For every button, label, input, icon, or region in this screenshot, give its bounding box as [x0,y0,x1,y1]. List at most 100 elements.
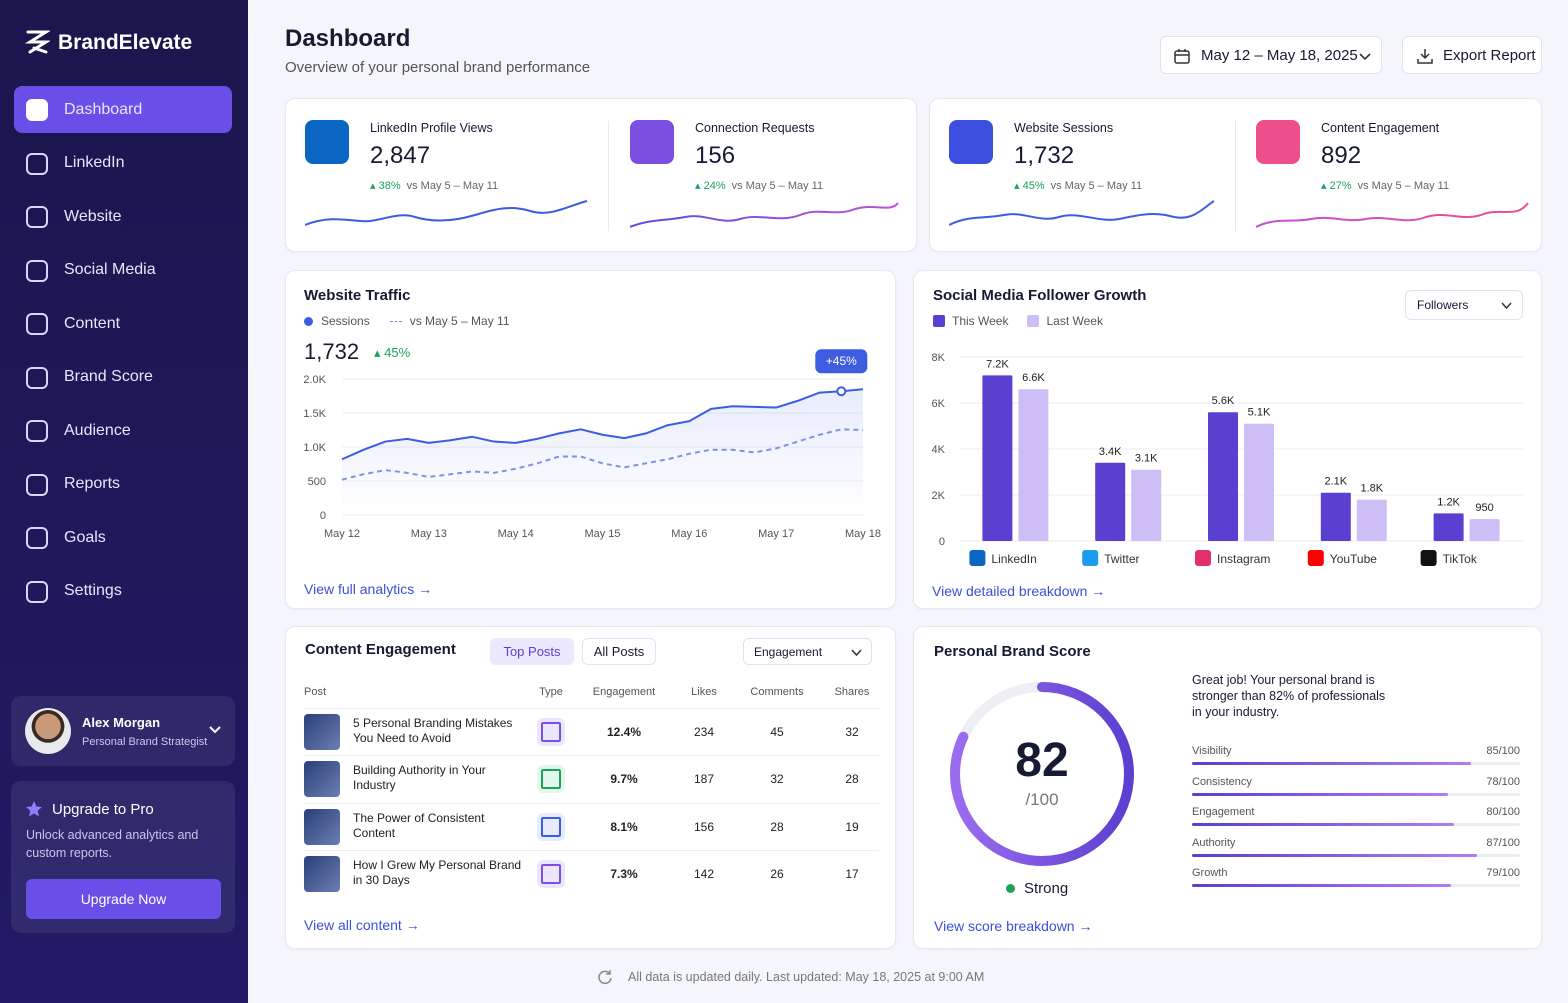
divider [608,121,609,231]
status-text: Strong [1024,880,1069,897]
upgrade-button[interactable]: Upgrade Now [26,879,221,919]
item-name: Consistency [1192,775,1252,788]
chevron [209,726,221,734]
nav-label: Dashboard [64,100,143,118]
date-picker[interactable]: May 12 – May 18, 2025 [1160,36,1382,74]
link[interactable]: View score breakdown → [934,918,1093,934]
link-text[interactable]: View detailed breakdown [932,583,1088,599]
status: Strong [1006,880,1068,897]
nav-item[interactable]: Audience [14,407,232,454]
tab[interactable]: All Posts [582,638,656,665]
link-text[interactable]: View all content [304,917,402,933]
x-tick-label: May 16 [671,528,707,540]
cell: 28 [770,819,784,834]
category-icon [1420,550,1437,566]
ring-fill [950,682,1134,866]
nav-icon [26,152,48,175]
x-tick-label: LinkedIn [991,552,1036,566]
dropdown-label: Engagement [754,644,823,659]
calendar-icon [1174,49,1190,64]
kpi-label: Connection Requests [695,121,815,135]
item-name: Engagement [1192,806,1255,818]
nav-item[interactable]: Website [14,193,232,240]
area [342,389,863,515]
cell: 19 [845,819,859,834]
x-tick-label: Instagram [1217,552,1270,566]
bar [1131,469,1162,541]
link[interactable]: View full analytics → [304,581,433,597]
nav-item[interactable]: Goals [14,514,232,561]
link[interactable]: View all content → [304,917,420,933]
kpi-compare: vs May 5 – May 11 [731,180,824,192]
type-icon [537,812,565,841]
dropdown[interactable]: Engagement [743,638,872,665]
value-label: 1.8K [1360,483,1383,495]
nav-icon [26,313,48,335]
chevron [1359,53,1371,61]
nav-item[interactable]: Reports [14,461,232,508]
item-name: Visibility [1192,745,1232,757]
bar [982,375,1013,541]
export-label: Export Report [1443,46,1536,64]
nav-item[interactable]: Settings [14,568,232,615]
user-card[interactable]: Alex Morgan Personal Brand Strategist [11,696,235,766]
nav-item[interactable]: Brand Score [14,354,232,401]
headline: 1,732 [304,339,360,364]
nav-item[interactable]: Content [14,300,232,347]
cell: 8.1% [610,819,638,834]
bar [1356,499,1387,541]
y-tick-label: 1.0K [303,442,326,454]
type-icon [537,718,565,746]
y-tick-label: 2K [932,490,946,502]
link[interactable]: View detailed breakdown → [932,583,1106,599]
brand-name: BrandElevate [58,31,193,54]
annotation: +45% [826,354,857,368]
category-icon [1082,550,1099,566]
user-name: Alex Morgan [82,715,161,730]
legend-label: vs May 5 – May 11 [409,314,510,328]
kpi-label: Website Sessions [1014,121,1114,135]
bar [1208,412,1238,541]
link-text[interactable]: View full analytics [304,581,415,597]
value-label: 3.4K [1099,446,1122,458]
thumbnail [304,714,340,750]
item-label: 79/100 [1486,867,1520,879]
card-title: Content Engagement [305,641,456,658]
item-name: Authority [1192,836,1236,849]
nav-item[interactable]: Dashboard [14,86,232,133]
legend: This Week Last Week [933,314,1103,328]
cell: 7.3% [610,866,638,881]
value-label: 3.1K [1135,453,1158,465]
value-label: 2.1K [1324,476,1347,488]
x-tick-label: Twitter [1104,552,1139,566]
page-title: Dashboard [285,25,411,52]
dropdown[interactable]: Followers [1405,290,1523,320]
score-message: Great job! Your personal brand is strong… [1192,673,1386,719]
nav-label: Brand Score [64,368,153,385]
nav-item[interactable]: Social Media [14,247,232,294]
nav-item[interactable]: LinkedIn [14,140,232,187]
x-tick-label: May 13 [411,528,447,540]
kpi-icon [1256,120,1300,164]
row-divider [304,708,879,709]
dropdown-label: Followers [1417,298,1469,312]
x-tick-label: May 12 [324,528,360,540]
cell: 187 [693,772,715,787]
kpi-value: 2,847 [370,142,431,169]
nav-label: Goals [64,528,106,546]
post-title: 5 Personal Branding Mistakes You Need to… [353,716,513,745]
cell: 45 [770,725,784,739]
kpi-change: ▴ 24% vs May 5 – May 11 [695,180,824,192]
cell: 156 [693,819,715,834]
kpi-icon [949,120,993,164]
column-header: Post [304,686,327,698]
type-icon [537,765,565,794]
tab-active[interactable]: Top Posts [490,638,574,665]
refresh-icon [598,970,612,985]
thumbnail [304,761,340,798]
link-text[interactable]: View score breakdown [934,918,1075,934]
export-button[interactable]: Export Report [1402,36,1542,74]
column-header: Type [539,686,563,698]
annotation-bubble [815,349,868,374]
kpi-icon [305,120,349,164]
